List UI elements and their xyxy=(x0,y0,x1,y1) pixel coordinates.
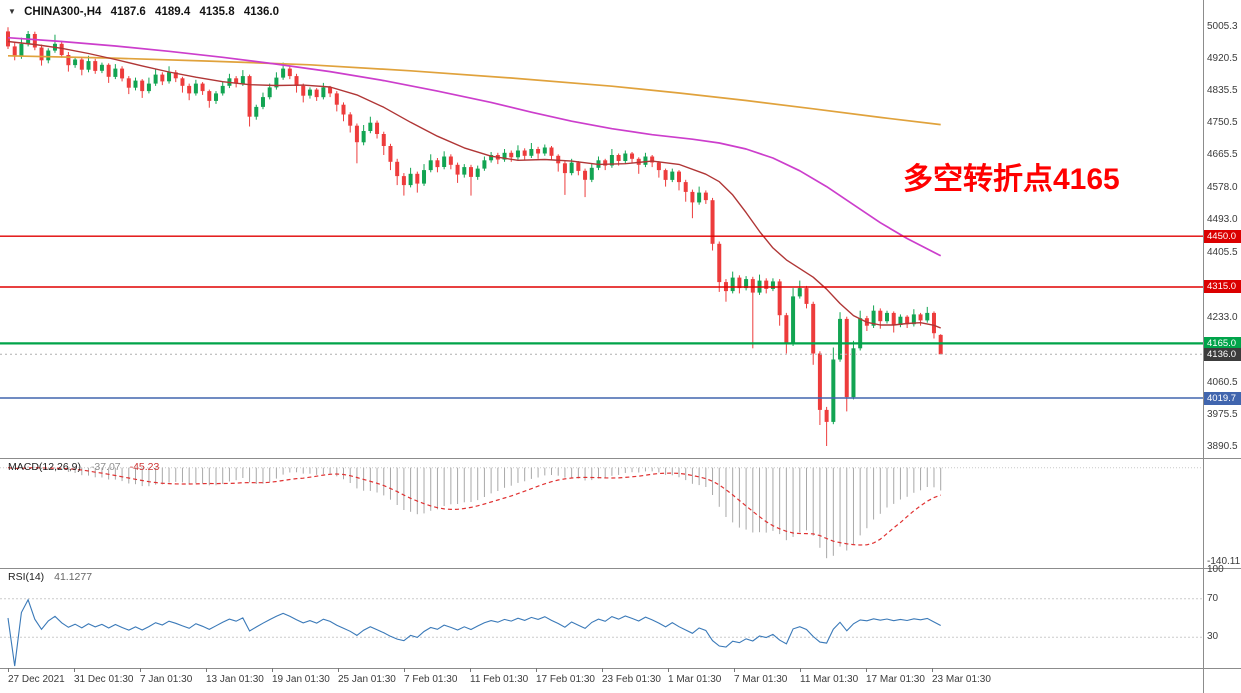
chart-dropdown-arrow-icon[interactable]: ▼ xyxy=(8,7,16,16)
rsi-indicator-label: RSI(14) 41.1277 xyxy=(8,571,92,583)
ohlc-high: 4189.4 xyxy=(155,6,191,18)
rsi-name: RSI(14) xyxy=(8,571,45,583)
horizontal-level-lines[interactable] xyxy=(0,235,1203,399)
rsi-line xyxy=(7,598,941,667)
rsi-value: 41.1277 xyxy=(54,571,93,583)
candlestick-series xyxy=(6,27,943,446)
macd-signal-line xyxy=(7,467,941,546)
ohlc-low: 4135.8 xyxy=(199,6,235,18)
symbol-name: CHINA300-,H4 xyxy=(24,6,102,18)
chart-annotation-text[interactable]: 多空转折点4165 xyxy=(903,163,1120,196)
macd-histogram xyxy=(14,466,942,559)
ma-fast-line xyxy=(7,40,941,329)
ohlc-close: 4136.0 xyxy=(243,6,280,18)
macd-value-signal: -45.23 xyxy=(129,461,160,473)
ohlc-open: 4187.6 xyxy=(110,6,146,18)
macd-indicator-label: MACD(12,26,9) -37.07 -45.23 xyxy=(8,461,159,473)
macd-name: MACD(12,26,9) xyxy=(8,461,81,473)
chart-symbol-label: ▼ CHINA300-,H4 4187.6 4189.4 4135.8 4136… xyxy=(8,6,279,18)
macd-value-main: -37.07 xyxy=(90,461,121,473)
ma-mid-line xyxy=(7,36,942,257)
ma-slow-line xyxy=(7,54,941,126)
